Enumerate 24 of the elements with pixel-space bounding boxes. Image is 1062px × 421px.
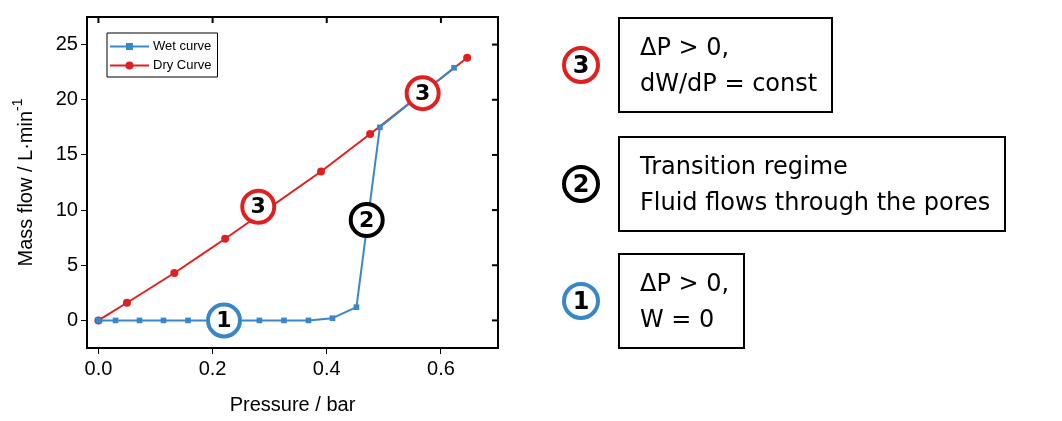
- y-tick-label: 10: [55, 197, 78, 220]
- annotation: 3: [414, 79, 431, 105]
- annotation: 2: [359, 206, 375, 232]
- text: 2: [562, 165, 600, 203]
- text: ΔP > 0, dW/dP = const: [618, 17, 834, 113]
- annotation: 1: [216, 307, 232, 333]
- y-tick-label: 0: [66, 307, 78, 330]
- text: ΔP > 0, W = 0: [618, 253, 746, 349]
- legend-label: Wet curve: [153, 38, 212, 54]
- y-axis-title: Mass flow / L·min-1: [8, 98, 36, 267]
- x-tick-label: 0.4: [312, 356, 341, 379]
- text: 3: [562, 46, 600, 84]
- y-tick-label: 5: [66, 252, 78, 275]
- legend-label: Dry Curve: [153, 57, 212, 73]
- x-tick-label: 0.2: [198, 356, 227, 379]
- text: Transition regime Fluid flows through the pores: [618, 136, 1007, 232]
- x-tick-label: 0.0: [84, 356, 113, 379]
- y-tick-label: 20: [55, 87, 78, 110]
- annotation: 3: [250, 193, 266, 219]
- y-tick-label: 25: [55, 32, 78, 55]
- text: 1: [562, 282, 600, 320]
- x-tick-label: 0.6: [427, 356, 455, 379]
- y-tick-label: 15: [55, 142, 78, 165]
- x-axis-title: Pressure / bar: [229, 392, 356, 415]
